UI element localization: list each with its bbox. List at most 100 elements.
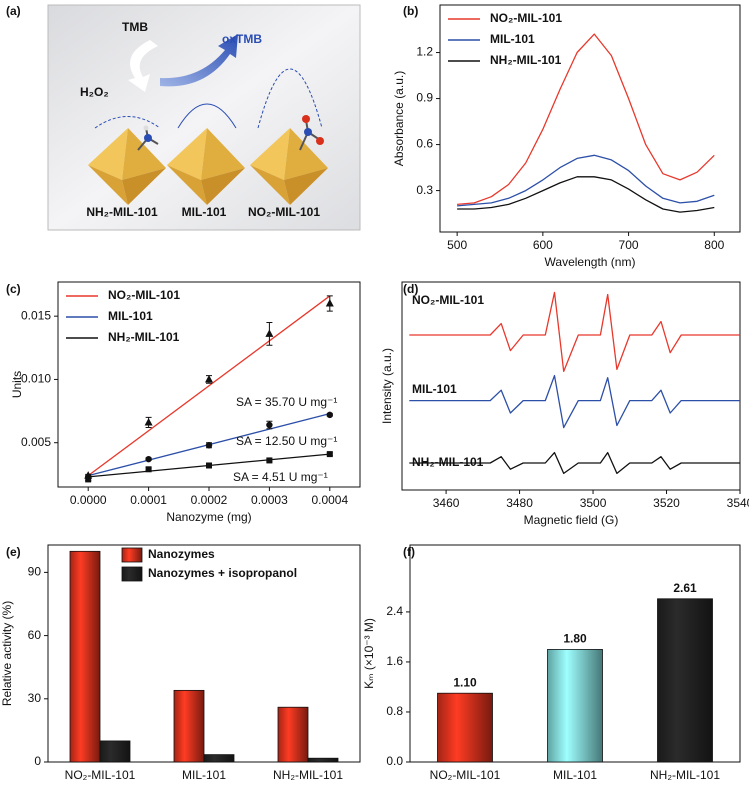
legend-label: NH₂-MIL-101 [490,53,562,67]
annotation: SA = 35.70 U mg⁻¹ [236,395,337,409]
data-point [206,462,212,469]
bar [307,757,339,763]
value-label: 1.80 [563,632,587,646]
y-tick-label: 90 [28,565,42,579]
bar [547,649,603,763]
bar [173,689,205,763]
y-tick-label: 1.6 [386,654,403,668]
x-tick-label: 800 [704,238,724,252]
data-point [265,329,274,337]
x-tick-label: 3460 [433,496,460,510]
y-tick-label: 0.010 [21,372,51,386]
plot-frame [57,281,361,488]
y-tick-label: 1.2 [416,45,433,59]
material-label: NO₂-MIL-101 [248,205,320,219]
x-tick-label: 0.0000 [70,493,107,507]
blue-arrow [160,34,238,87]
y-tick-label: 0.6 [416,137,433,151]
x-tick-label: 600 [533,238,553,252]
absorbance-curve [177,103,237,129]
absorbance-curve [94,116,161,129]
series-line [409,451,740,475]
material-label: NH₂-MIL-101 [86,205,158,219]
series-line [457,154,715,207]
panel-label: (c) [6,282,21,296]
bar [437,692,493,763]
y-axis-label: Relative activity (%) [0,601,14,706]
y-tick-label: 30 [28,691,42,705]
legend-label: MIL-101 [108,309,153,323]
x-axis-label: Magnetic field (G) [524,513,619,527]
panel-label: (f) [403,545,415,559]
x-axis-label: Wavelength (nm) [545,255,636,269]
series-label: MIL-101 [412,382,457,396]
annotation: SA = 12.50 U mg⁻¹ [236,434,337,448]
data-point [145,455,152,463]
data-point [144,417,153,426]
data-point [145,466,152,473]
y-tick-label: 0.0 [386,754,403,768]
y-tick-label: 0.9 [416,91,433,105]
y-tick-label: 0.005 [21,435,51,449]
legend-label: NO₂-MIL-101 [108,288,180,302]
series-line [457,33,715,206]
x-tick-label: 3480 [506,496,533,510]
h2o2-label: H₂O₂ [80,85,109,99]
series-label: NH₂-MIL-101 [412,455,484,469]
panel-label: (a) [6,4,21,18]
plot-frame [401,281,741,491]
x-tick-label: NH₂-MIL-101 [273,768,343,782]
x-tick-label: MIL-101 [182,768,226,782]
data-point [85,476,92,483]
material-label: MIL-101 [182,205,227,219]
panel-label: (d) [403,282,418,296]
y-axis-label: Absorbance (a.u.) [392,71,406,166]
panel-label: (e) [6,545,21,559]
x-tick-label: 0.0002 [191,493,228,507]
panel-label: (b) [403,4,418,18]
molecule [137,115,324,151]
annotation: SA = 4.51 U mg⁻¹ [233,470,328,484]
octahedra [88,128,328,205]
series-line [457,176,715,213]
bar [69,550,101,763]
legend-label: Nanozymes [148,547,215,561]
white-arrow [128,40,158,92]
x-tick-label: 3540 [727,496,749,510]
bar [277,706,309,763]
y-tick-label: 60 [28,628,42,642]
x-tick-label: NO₂-MIL-101 [65,768,136,782]
x-tick-label: NH₂-MIL-101 [650,768,720,782]
x-tick-label: MIL-101 [553,768,597,782]
legend-swatch [121,566,143,582]
x-tick-label: 3520 [653,496,680,510]
y-tick-label: 0.3 [416,183,433,197]
value-label: 2.61 [673,581,697,595]
y-tick-label: 2.4 [386,604,403,618]
x-axis-label: Nanozyme (mg) [166,510,251,524]
legend-label: NO₂-MIL-101 [490,11,562,25]
data-point [266,421,273,429]
legend-label: Nanozymes + isopropanol [148,566,297,580]
y-tick-label: 0 [34,754,41,768]
value-label: 1.10 [453,675,477,689]
bar [203,754,235,763]
y-tick-label: 0.8 [386,704,403,718]
x-tick-label: 0.0003 [251,493,288,507]
x-tick-label: 0.0001 [130,493,167,507]
oxtmb-label: oxTMB [222,32,262,46]
data-point [326,411,333,419]
x-tick-label: 0.0004 [311,493,348,507]
bar [657,598,713,763]
legend-swatch [121,547,143,563]
y-axis-label: Intensity (a.u.) [380,348,394,424]
y-tick-label: 0.015 [21,308,51,322]
fit-line [87,295,331,477]
series-line [409,291,740,373]
tmb-label: TMB [122,20,148,34]
data-point [205,374,213,383]
y-axis-label: Units [10,371,24,398]
x-tick-label: 500 [447,238,467,252]
legend-label: MIL-101 [490,32,535,46]
